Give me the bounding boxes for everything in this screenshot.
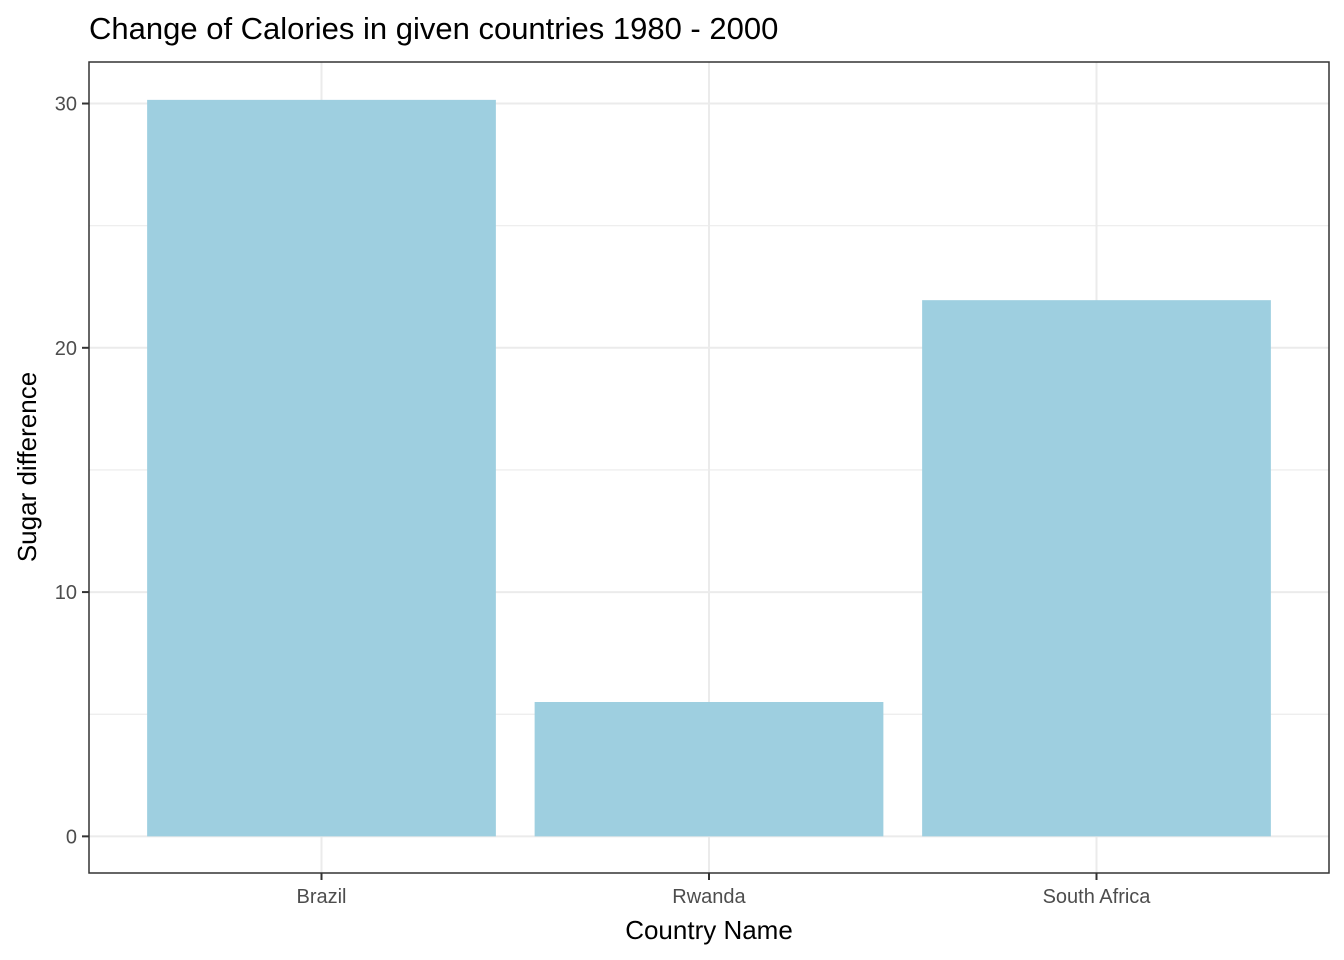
x-tick-label: Brazil [296,886,346,908]
bars [147,99,1271,837]
y-axis-title: Sugar difference [12,372,42,562]
bar-brazil [147,99,496,837]
y-tick-label: 0 [66,826,77,848]
bar-rwanda [534,702,884,837]
y-tick-label: 20 [55,338,77,360]
chart-title: Change of Calories in given countries 19… [89,11,778,46]
x-axis-title: Country Name [625,915,793,945]
x-tick-label: Rwanda [672,886,746,908]
x-tick-label: South Africa [1043,886,1152,908]
y-axis-ticks: 0 10 20 30 [55,94,89,848]
bar-south-africa [922,300,1271,837]
y-tick-label: 30 [55,94,77,116]
y-tick-label: 10 [55,582,77,604]
x-axis-ticks: Brazil Rwanda South Africa [296,873,1151,908]
